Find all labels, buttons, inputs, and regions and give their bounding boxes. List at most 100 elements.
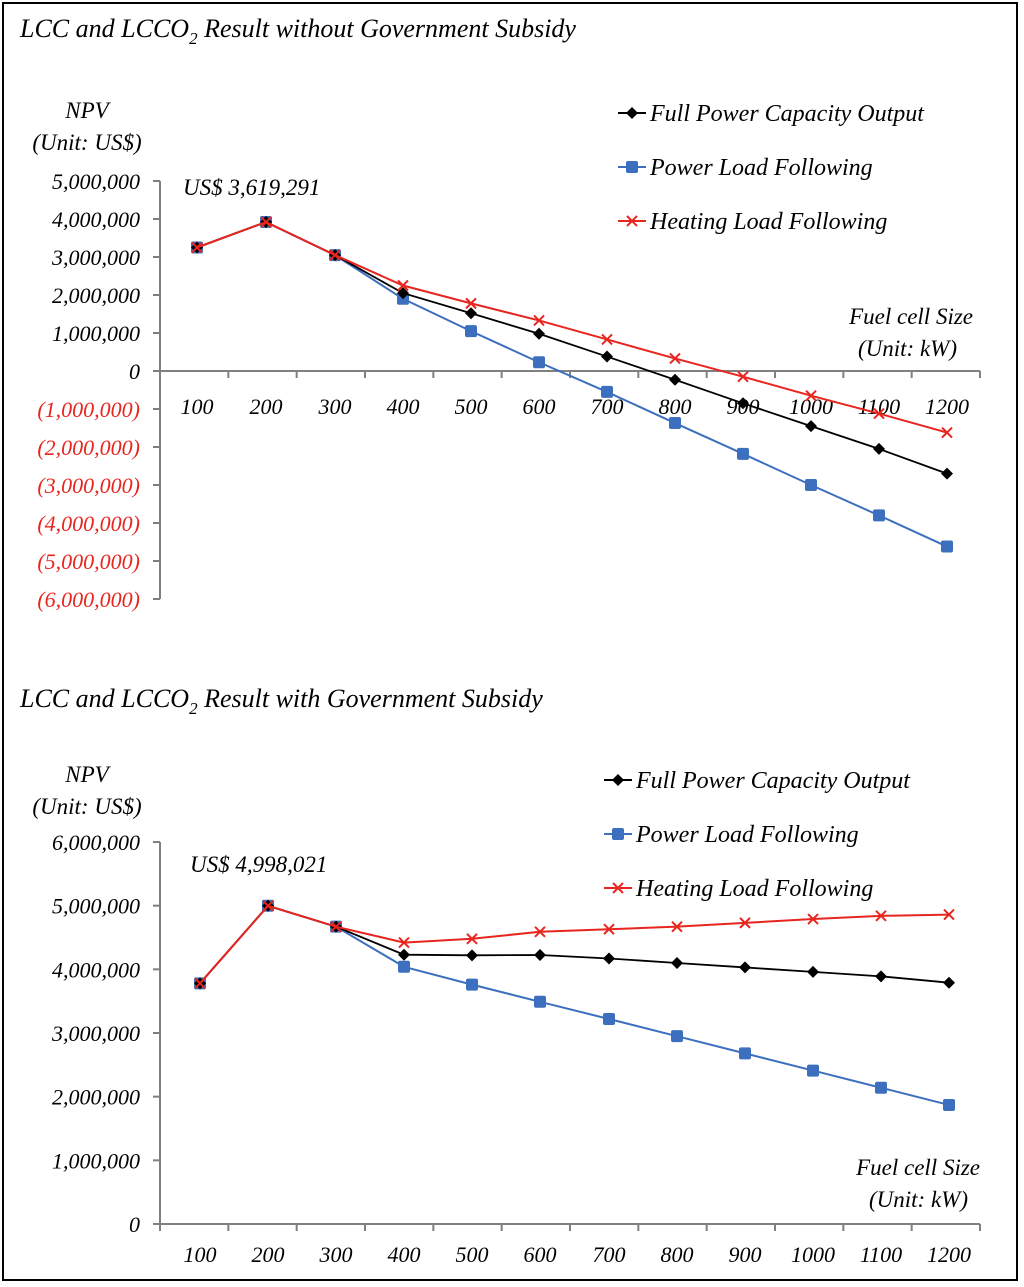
data-point: [534, 926, 546, 938]
x-tick-label: 400: [387, 394, 420, 419]
x-tick-label: 900: [729, 1242, 762, 1267]
data-point: [805, 389, 817, 402]
y-tick-label: (5,000,000): [37, 549, 140, 574]
data-point: [737, 370, 749, 383]
y-tick-label: 4,000,000: [52, 207, 140, 232]
legend-item: Full Power Capacity Output: [604, 768, 911, 794]
y-tick-label: 3,000,000: [51, 245, 140, 270]
x-tick-label: 1000: [791, 1242, 835, 1267]
y-tick-label: (2,000,000): [37, 435, 140, 460]
data-point: [397, 287, 409, 300]
x-tick-label: 600: [523, 394, 556, 419]
data-point: [534, 949, 546, 962]
data-point: [191, 241, 203, 254]
series-line: [196, 221, 948, 475]
data-point: [465, 297, 477, 310]
legend-label: Heating Load Following: [649, 209, 887, 235]
data-point: [943, 976, 955, 989]
data-point: [397, 279, 409, 292]
x-tick-label: 1200: [927, 1242, 971, 1267]
series-full-power-capacity-output: [191, 216, 953, 480]
x-tick-label: 500: [456, 1242, 489, 1267]
series-heating-load-following: [194, 900, 955, 990]
x-tick-label: 500: [455, 394, 488, 419]
data-point: [465, 307, 477, 320]
legend-item: Heating Load Following: [618, 209, 887, 235]
legend-item: Full Power Capacity Output: [618, 101, 925, 127]
data-point: [875, 910, 887, 922]
data-point: [398, 960, 410, 973]
y-tick-label: 1,000,000: [52, 321, 140, 346]
legend-marker: [612, 774, 624, 786]
y-tick-label: 1,000,000: [52, 1148, 140, 1173]
legend-marker: [626, 215, 638, 227]
series-line: [199, 904, 950, 1106]
series-full-power-capacity-output: [194, 899, 955, 990]
y-tick-label: (1,000,000): [37, 397, 140, 422]
data-point: [601, 385, 613, 398]
y-axis-label: NPV: [64, 762, 111, 787]
data-point: [398, 948, 410, 961]
y-tick-label: (6,000,000): [37, 587, 140, 612]
x-tick-label: 300: [319, 1242, 353, 1267]
data-point: [466, 949, 478, 962]
x-axis-label: Fuel cell Size: [855, 1155, 980, 1180]
data-point: [601, 350, 613, 363]
x-axis-unit: (Unit: kW): [858, 336, 957, 361]
series-heating-load-following: [191, 216, 953, 439]
y-tick-label: 0: [129, 359, 140, 384]
x-tick-label: 600: [524, 1242, 557, 1267]
series-power-load-following: [191, 216, 953, 553]
data-point: [805, 420, 817, 433]
data-point: [941, 426, 953, 439]
data-point: [941, 540, 953, 553]
data-point: [941, 467, 953, 480]
chart-title: LCC and LCCO2 Result with Government Sub…: [19, 684, 543, 718]
data-point: [466, 978, 478, 991]
y-tick-label: 2,000,000: [52, 283, 140, 308]
data-point: [671, 956, 683, 969]
data-point: [739, 1047, 751, 1060]
y-tick-label: (4,000,000): [37, 511, 140, 536]
data-point: [807, 913, 819, 925]
x-tick-label: 1000: [789, 394, 833, 419]
x-tick-label: 1200: [925, 394, 969, 419]
y-axis-unit: (Unit: US$): [32, 130, 141, 155]
data-point: [873, 407, 885, 420]
peak-annotation: US$ 4,998,021: [190, 852, 327, 877]
y-tick-label: 5,000,000: [52, 169, 140, 194]
x-tick-label: 1100: [858, 394, 900, 419]
data-point: [669, 352, 681, 365]
data-point: [873, 442, 885, 455]
x-tick-label: 700: [593, 1242, 626, 1267]
legend-label: Full Power Capacity Output: [635, 768, 911, 794]
legend-label: Heating Load Following: [635, 876, 873, 902]
data-point: [669, 417, 681, 430]
series-line: [196, 220, 948, 434]
chart-title: LCC and LCCO2 Result without Government …: [19, 14, 576, 48]
data-point: [329, 249, 341, 261]
data-point: [943, 1098, 955, 1111]
y-tick-label: 6,000,000: [52, 830, 140, 855]
series-line: [196, 220, 948, 548]
legend-marker: [626, 161, 638, 173]
chart-1: LCC and LCCO2 Result without Government …: [19, 14, 981, 612]
x-tick-label: 100: [184, 1242, 217, 1267]
x-tick-label: 1100: [860, 1242, 902, 1267]
data-point: [603, 923, 615, 935]
x-tick-label: 100: [181, 394, 214, 419]
data-point: [669, 373, 681, 386]
data-point: [194, 977, 206, 990]
legend-item: Power Load Following: [604, 822, 859, 848]
data-point: [737, 447, 749, 460]
data-point: [671, 1030, 683, 1043]
data-point: [533, 314, 545, 327]
y-tick-label: 3,000,000: [51, 1021, 140, 1046]
chart-2: LCC and LCCO2 Result with Government Sub…: [19, 684, 981, 1267]
data-point: [873, 509, 885, 522]
data-point: [465, 325, 477, 338]
x-tick-label: 800: [659, 394, 692, 419]
data-point: [533, 327, 545, 340]
data-point: [534, 995, 546, 1008]
